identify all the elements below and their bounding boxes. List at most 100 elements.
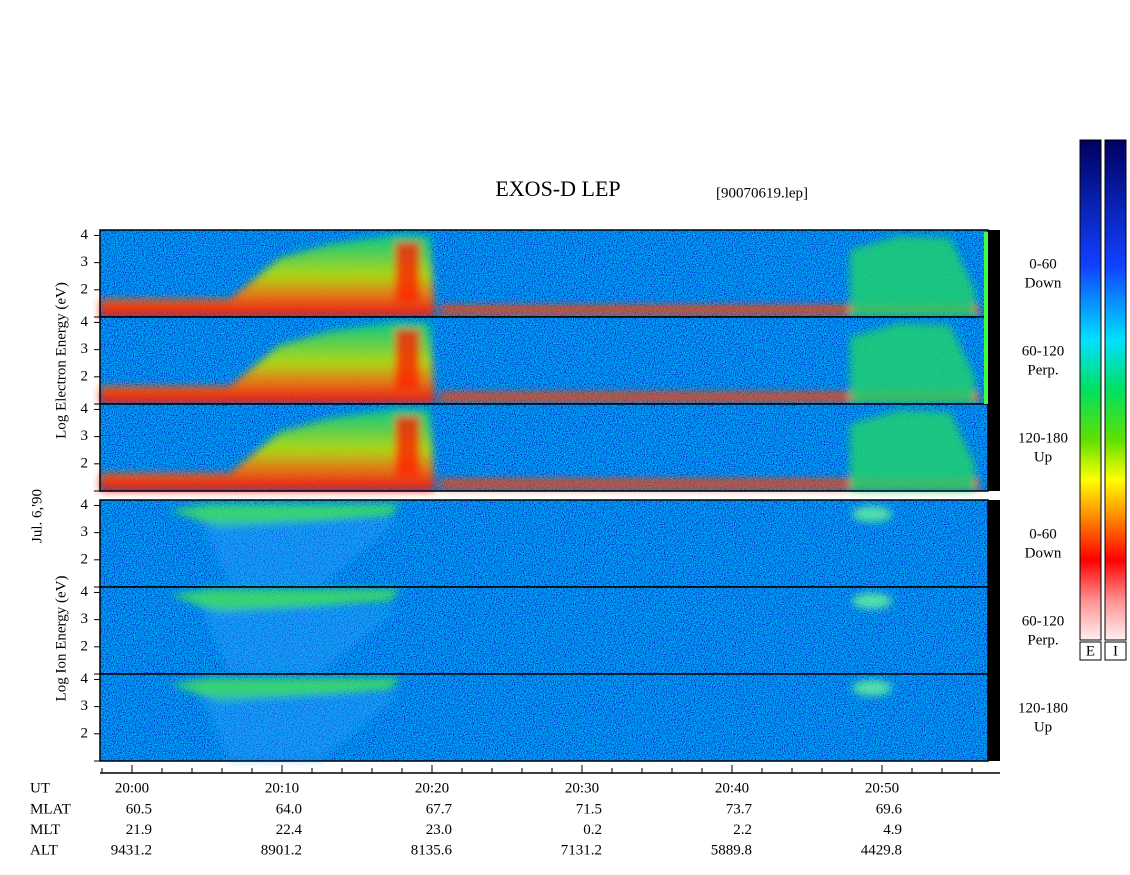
colorbar-label: E bbox=[1086, 643, 1095, 659]
spectrogram-features bbox=[100, 321, 980, 404]
date-label: Jul. 6,'90 bbox=[29, 489, 45, 543]
feature bbox=[100, 234, 435, 317]
y-tick-label: 4 bbox=[81, 401, 89, 417]
colorbar-label-box bbox=[1079, 641, 1102, 661]
direction-label: Down bbox=[1025, 545, 1062, 561]
feature bbox=[395, 416, 420, 476]
feature bbox=[852, 506, 892, 522]
colorbar-label-box bbox=[1104, 641, 1127, 661]
orbit-value: 71.5 bbox=[576, 801, 602, 817]
orbit-value: 8901.2 bbox=[261, 842, 302, 858]
colorbar bbox=[1104, 139, 1127, 641]
panel-frame bbox=[99, 673, 989, 762]
title: EXOS-D LEP bbox=[495, 176, 620, 201]
direction-label: Perp. bbox=[1027, 632, 1058, 648]
y-tick-label: 4 bbox=[81, 671, 89, 687]
energy-axis-label: Log Electron Energy (eV) bbox=[53, 282, 69, 439]
feature bbox=[395, 242, 420, 302]
data-gap-strip bbox=[988, 317, 1000, 404]
direction-label: Up bbox=[1034, 719, 1052, 735]
orbit-value: 4429.8 bbox=[861, 842, 902, 858]
y-tick-label: 4 bbox=[81, 497, 89, 513]
pitch-angle-label: 60-120 bbox=[1022, 613, 1065, 629]
orbit-value: 60.5 bbox=[126, 801, 152, 817]
orbit-value: 2.2 bbox=[733, 822, 752, 838]
feature bbox=[200, 520, 400, 587]
spectrogram-features bbox=[170, 589, 892, 674]
feature bbox=[440, 305, 980, 315]
orbit-value: 7131.2 bbox=[561, 842, 602, 858]
orbit-value: 8135.6 bbox=[411, 842, 453, 858]
pitch-angle-label: 120-180 bbox=[1018, 700, 1068, 716]
x-tick-label: 20:50 bbox=[865, 780, 899, 796]
orbit-value: 64.0 bbox=[276, 801, 302, 817]
y-tick-label: 2 bbox=[81, 281, 89, 297]
feature bbox=[852, 593, 892, 609]
data-gap-strip bbox=[988, 404, 1000, 491]
direction-label: Up bbox=[1034, 449, 1052, 465]
data-gap-strip bbox=[988, 230, 1000, 317]
feature bbox=[100, 408, 435, 491]
orbit-value: 67.7 bbox=[426, 801, 453, 817]
panels: 2 3 4 0-60 Down 2 3 4 60-120 Perp. 2 3 4 120-180 Up Log… bbox=[53, 227, 1068, 762]
row-label: UT bbox=[30, 780, 50, 796]
x-tick-label: 20:40 bbox=[715, 780, 749, 796]
y-tick-label: 4 bbox=[81, 584, 89, 600]
y-tick-label: 3 bbox=[81, 341, 89, 357]
row-label: MLAT bbox=[30, 801, 71, 817]
feature bbox=[200, 694, 400, 761]
feature bbox=[395, 329, 420, 389]
x-tick-label: 20:10 bbox=[265, 780, 299, 796]
file-name: [90070619.lep] bbox=[716, 185, 808, 201]
feature bbox=[200, 607, 400, 674]
data-gap-strip bbox=[988, 674, 1000, 761]
orbit-value: 21.9 bbox=[126, 822, 152, 838]
pitch-angle-label: 0-60 bbox=[1029, 256, 1057, 272]
orbit-value: 5889.8 bbox=[711, 842, 752, 858]
spectrogram-features bbox=[170, 504, 892, 587]
spectrogram-features bbox=[100, 234, 980, 317]
y-tick-label: 3 bbox=[81, 524, 89, 540]
row-label: ALT bbox=[30, 842, 58, 858]
feature bbox=[850, 410, 975, 491]
row-label: MLT bbox=[30, 822, 60, 838]
direction-label: Perp. bbox=[1027, 362, 1058, 378]
orbit-value: 4.9 bbox=[883, 822, 902, 838]
pitch-angle-label: 60-120 bbox=[1022, 343, 1065, 359]
y-tick-label: 2 bbox=[81, 638, 89, 654]
feature bbox=[852, 680, 892, 696]
feature bbox=[100, 321, 435, 404]
x-tick-label: 20:30 bbox=[565, 780, 599, 796]
direction-label: Down bbox=[1025, 275, 1062, 291]
y-tick-label: 3 bbox=[81, 254, 89, 270]
orbit-value: 69.6 bbox=[876, 801, 903, 817]
y-tick-label: 3 bbox=[81, 611, 89, 627]
data-gap-strip bbox=[988, 587, 1000, 674]
orbit-value: 23.0 bbox=[426, 822, 452, 838]
spectrogram-features bbox=[170, 678, 892, 761]
data-gap-strip bbox=[988, 500, 1000, 587]
x-tick-label: 20:20 bbox=[415, 780, 449, 796]
pitch-angle-label: 120-180 bbox=[1018, 430, 1068, 446]
y-tick-label: 4 bbox=[81, 314, 89, 330]
orbit-value: 22.4 bbox=[276, 822, 303, 838]
y-tick-label: 3 bbox=[81, 698, 89, 714]
time-axis: UT 20:00 20:10 20:20 20:30 20:40 20:50 MLAT 60.5… bbox=[30, 765, 1000, 858]
y-tick-label: 2 bbox=[81, 368, 89, 384]
spectrogram-features bbox=[100, 408, 980, 491]
feature bbox=[440, 479, 980, 489]
edge-line bbox=[984, 232, 988, 404]
feature bbox=[440, 392, 980, 402]
pitch-angle-label: 0-60 bbox=[1029, 526, 1057, 542]
energy-axis-label: Log Ion Energy (eV) bbox=[53, 576, 69, 702]
orbit-value: 73.7 bbox=[726, 801, 753, 817]
orbit-value: 9431.2 bbox=[111, 842, 152, 858]
x-tick-label: 20:00 bbox=[115, 780, 149, 796]
y-tick-label: 2 bbox=[81, 725, 89, 741]
y-tick-label: 2 bbox=[81, 551, 89, 567]
y-tick-label: 2 bbox=[81, 455, 89, 471]
y-tick-label: 3 bbox=[81, 428, 89, 444]
y-tick-label: 4 bbox=[81, 227, 89, 243]
